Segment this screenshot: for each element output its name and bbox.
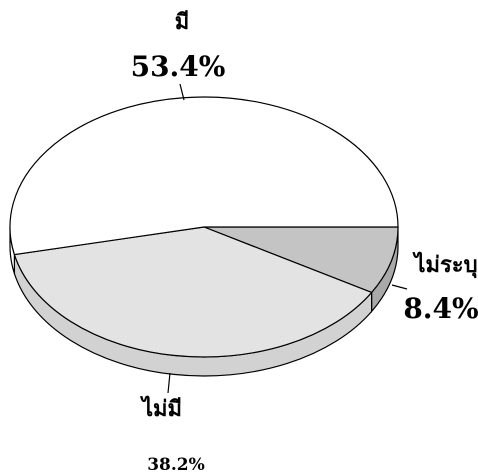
slice-label-mee: มี	[175, 9, 190, 35]
slice-value-mai-mee: 38.2%	[147, 455, 205, 475]
slice-value-mai-rabu: 8.4%	[403, 292, 478, 325]
leader-lines	[167, 83, 408, 394]
pie-slice-mai-rabu	[203, 226, 399, 294]
pie-slices	[9, 96, 399, 358]
leader-line-mai-rabu	[391, 284, 408, 290]
slice-value-mee: 53.4%	[131, 50, 226, 83]
slice-label-mai-rabu: ไม่ระบุ	[412, 251, 477, 279]
pie-slice-mai-mee	[13, 226, 373, 358]
leader-line-mee	[179, 83, 185, 101]
slice-label-mai-mee: ไม่มี	[140, 395, 182, 422]
leader-line-mai-mee	[167, 372, 171, 394]
